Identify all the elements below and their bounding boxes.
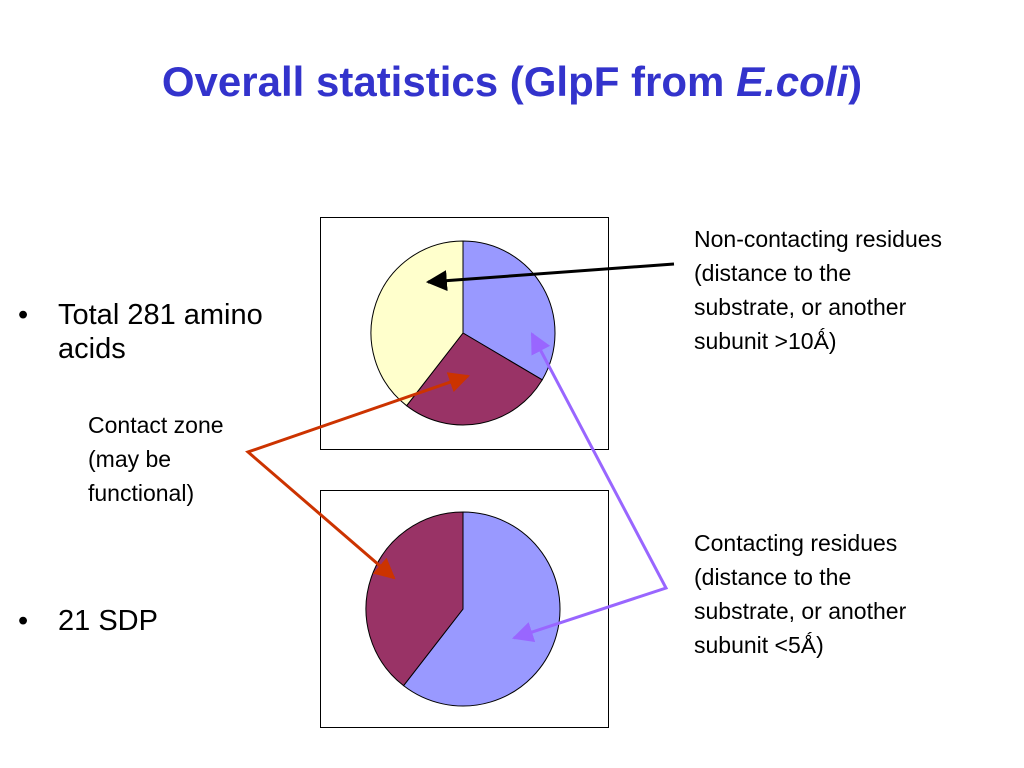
title-prefix: Overall statistics (GlpF from	[161, 58, 737, 105]
contacting-arrow	[512, 332, 669, 643]
bullet-text: 21 SDP	[58, 605, 158, 637]
bullet-marker: •	[18, 605, 29, 637]
noncontacting-arrow	[425, 262, 675, 292]
bullet-sdp: • 21 SDP	[18, 604, 318, 638]
title-italic: E.coli	[736, 58, 849, 105]
contact-zone-label: Contact zone (may be functional)	[88, 412, 224, 506]
bullet-total-amino-acids: • Total 281 amino acids	[18, 298, 318, 366]
slide-title: Overall statistics (GlpF from E.coli)	[0, 56, 1024, 108]
contact-zone-arrow	[245, 372, 470, 580]
contacting-residues-label: Contacting residues (distance to the sub…	[694, 530, 907, 658]
pie-chart-bottom	[365, 511, 561, 707]
bullet-marker: •	[18, 299, 29, 331]
bullet-text: Total 281 amino acids	[58, 299, 263, 365]
annotation-arrows	[245, 262, 675, 643]
pie-chart-top	[370, 240, 556, 426]
title-suffix: )	[848, 58, 863, 105]
noncontacting-residues-label: Non-contacting residues (distance to the…	[694, 226, 943, 354]
